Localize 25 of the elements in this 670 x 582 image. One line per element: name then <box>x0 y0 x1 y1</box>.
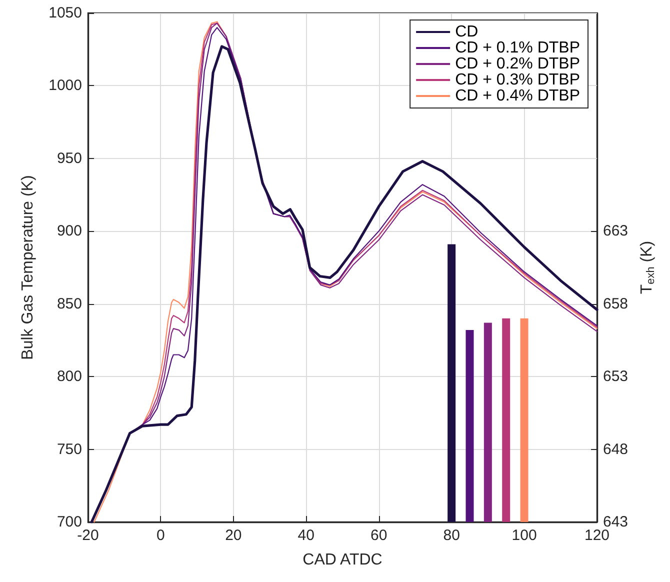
y-axis-title: Bulk Gas Temperature (K) <box>20 175 36 360</box>
x-axis-title: CAD ATDC <box>302 552 382 568</box>
y2-tick-label: 663 <box>603 222 628 240</box>
y-tick-label: 1050 <box>48 4 82 22</box>
y-tick-label: 1000 <box>48 77 82 94</box>
legend-label: CD + 0.1% DTBP <box>455 40 580 56</box>
legend-label: CD <box>455 24 478 40</box>
y-tick-label: 850 <box>56 295 82 312</box>
y-tick-label: 750 <box>56 440 82 458</box>
legend-label: CD + 0.3% DTBP <box>455 72 580 88</box>
y2-tick-label: 653 <box>603 368 628 386</box>
y-tick-label: 900 <box>56 222 82 240</box>
y2-tick-label: 648 <box>603 440 628 458</box>
legend-label: CD + 0.2% DTBP <box>455 56 580 72</box>
x-tick-label: 80 <box>443 527 460 544</box>
x-tick-label: 20 <box>225 527 242 544</box>
y2-axis-title: Texh (K) <box>638 240 657 294</box>
x-tick-label: 100 <box>512 527 537 544</box>
y-tick-label: 800 <box>56 368 82 386</box>
legend-label: CD + 0.4% DTBP <box>455 88 580 104</box>
y2-tick-label: 658 <box>603 295 628 312</box>
x-tick-label: 60 <box>370 527 388 544</box>
x-tick-label: 0 <box>156 527 165 544</box>
x-tick-label: 40 <box>298 527 314 544</box>
y-tick-label: 950 <box>56 150 82 167</box>
